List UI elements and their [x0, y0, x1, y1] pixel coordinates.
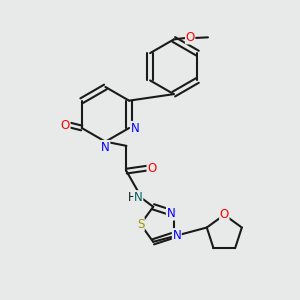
Text: N: N — [167, 207, 175, 220]
Text: N: N — [134, 191, 143, 204]
Text: N: N — [101, 140, 110, 154]
Text: S: S — [137, 218, 144, 231]
Text: N: N — [172, 229, 181, 242]
Text: O: O — [220, 208, 229, 221]
Text: O: O — [147, 162, 156, 175]
Text: N: N — [131, 122, 140, 134]
Text: H: H — [128, 191, 137, 204]
Text: O: O — [185, 31, 195, 44]
Text: O: O — [61, 118, 70, 131]
